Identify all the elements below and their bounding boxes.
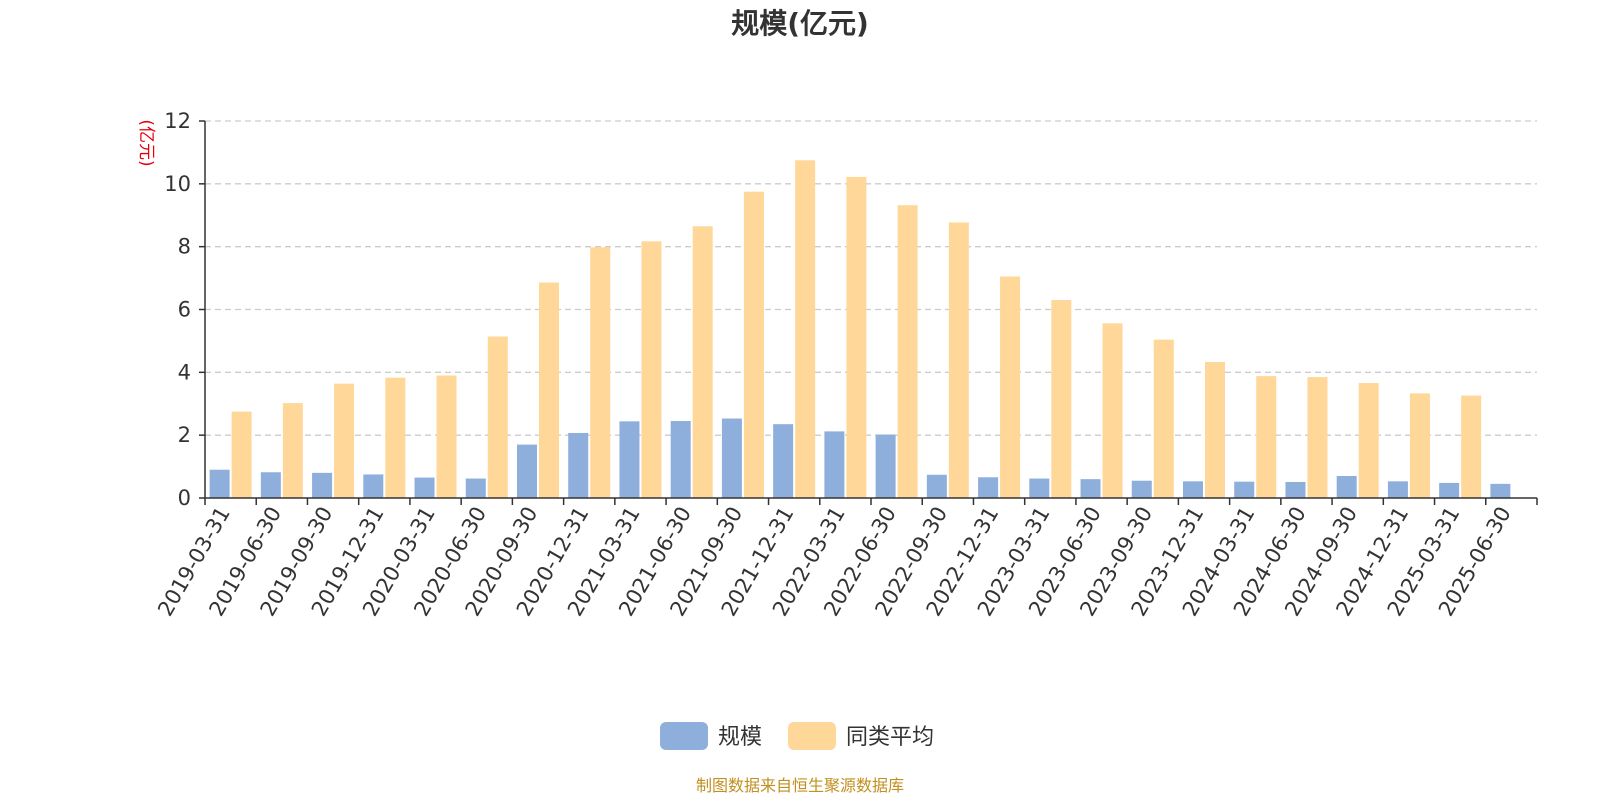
bar-category-average [334, 383, 355, 498]
bar-category-average [539, 282, 559, 498]
bar-category-average [436, 375, 457, 498]
bar-scale [209, 469, 230, 498]
bar-scale [1183, 481, 1203, 498]
bar-category-average [795, 160, 816, 499]
bar-category-average [1205, 361, 1225, 498]
bar-scale [773, 424, 794, 498]
bar-category-average [948, 222, 969, 498]
bar-category-average [282, 403, 303, 498]
y-tick-label: 10 [164, 172, 191, 196]
bar-category-average [385, 377, 406, 498]
bar-scale [978, 477, 999, 498]
bar-scale [1439, 482, 1460, 498]
bar-scale [824, 431, 845, 498]
legend-label-scale: 规模 [718, 725, 762, 750]
bar-scale [1387, 481, 1408, 498]
bar-category-average [846, 176, 867, 498]
bar-scale [363, 474, 384, 498]
bar-category-average [1256, 376, 1277, 498]
bar-scale [568, 432, 589, 498]
bar-category-average [1000, 276, 1021, 498]
bar-scale [875, 434, 896, 498]
bar-scale [619, 421, 640, 498]
bar-category-average [897, 205, 918, 499]
bar-category-average [743, 191, 764, 498]
bars-group [209, 160, 1511, 499]
bar-scale [670, 421, 691, 498]
y-tick-label: 2 [178, 423, 191, 447]
legend-swatch-category-average [788, 722, 836, 750]
legend: 规模 同类平均 [660, 722, 934, 750]
bar-scale [1080, 479, 1101, 498]
bar-scale [465, 478, 486, 498]
bar-category-average [1051, 300, 1072, 498]
bar-category-average [692, 226, 713, 498]
y-tick-label: 8 [178, 235, 191, 259]
bar-category-average [1461, 395, 1482, 498]
y-axis-unit-label: (亿元) [136, 119, 156, 166]
x-axis-ticks: 2019-03-312019-06-302019-09-302019-12-31… [153, 498, 1538, 620]
legend-label-category-average: 同类平均 [846, 725, 934, 750]
bar-category-average [231, 411, 252, 498]
bar-category-average [1409, 393, 1430, 498]
bar-category-average [1102, 323, 1123, 498]
y-tick-label: 12 [164, 109, 191, 133]
y-tick-label: 6 [178, 298, 191, 322]
bar-scale [1131, 480, 1152, 498]
y-tick-label: 0 [178, 486, 191, 510]
bar-category-average [641, 241, 662, 498]
y-tick-label: 4 [178, 360, 191, 384]
bar-category-average [590, 247, 611, 498]
data-source-note: 制图数据来自恒生聚源数据库 [696, 776, 904, 795]
bar-scale [312, 472, 333, 498]
bar-scale [1490, 483, 1511, 498]
chart-title: 规模(亿元) [731, 7, 869, 40]
bar-category-average [487, 336, 508, 498]
bar-scale [1285, 481, 1306, 498]
y-axis-ticks: 0 2 4 6 8 10 12 [164, 109, 205, 510]
bar-category-average [1153, 339, 1174, 498]
bar-scale [517, 444, 537, 498]
bar-scale [1029, 478, 1050, 498]
bar-category-average [1307, 377, 1328, 498]
bar-scale [1234, 481, 1255, 498]
legend-swatch-scale [660, 722, 708, 750]
bar-scale [926, 474, 947, 498]
bar-scale [1336, 476, 1357, 498]
bar-scale [721, 418, 742, 498]
bar-scale [260, 472, 281, 498]
bar-category-average [1358, 383, 1379, 498]
bar-scale [414, 477, 435, 498]
